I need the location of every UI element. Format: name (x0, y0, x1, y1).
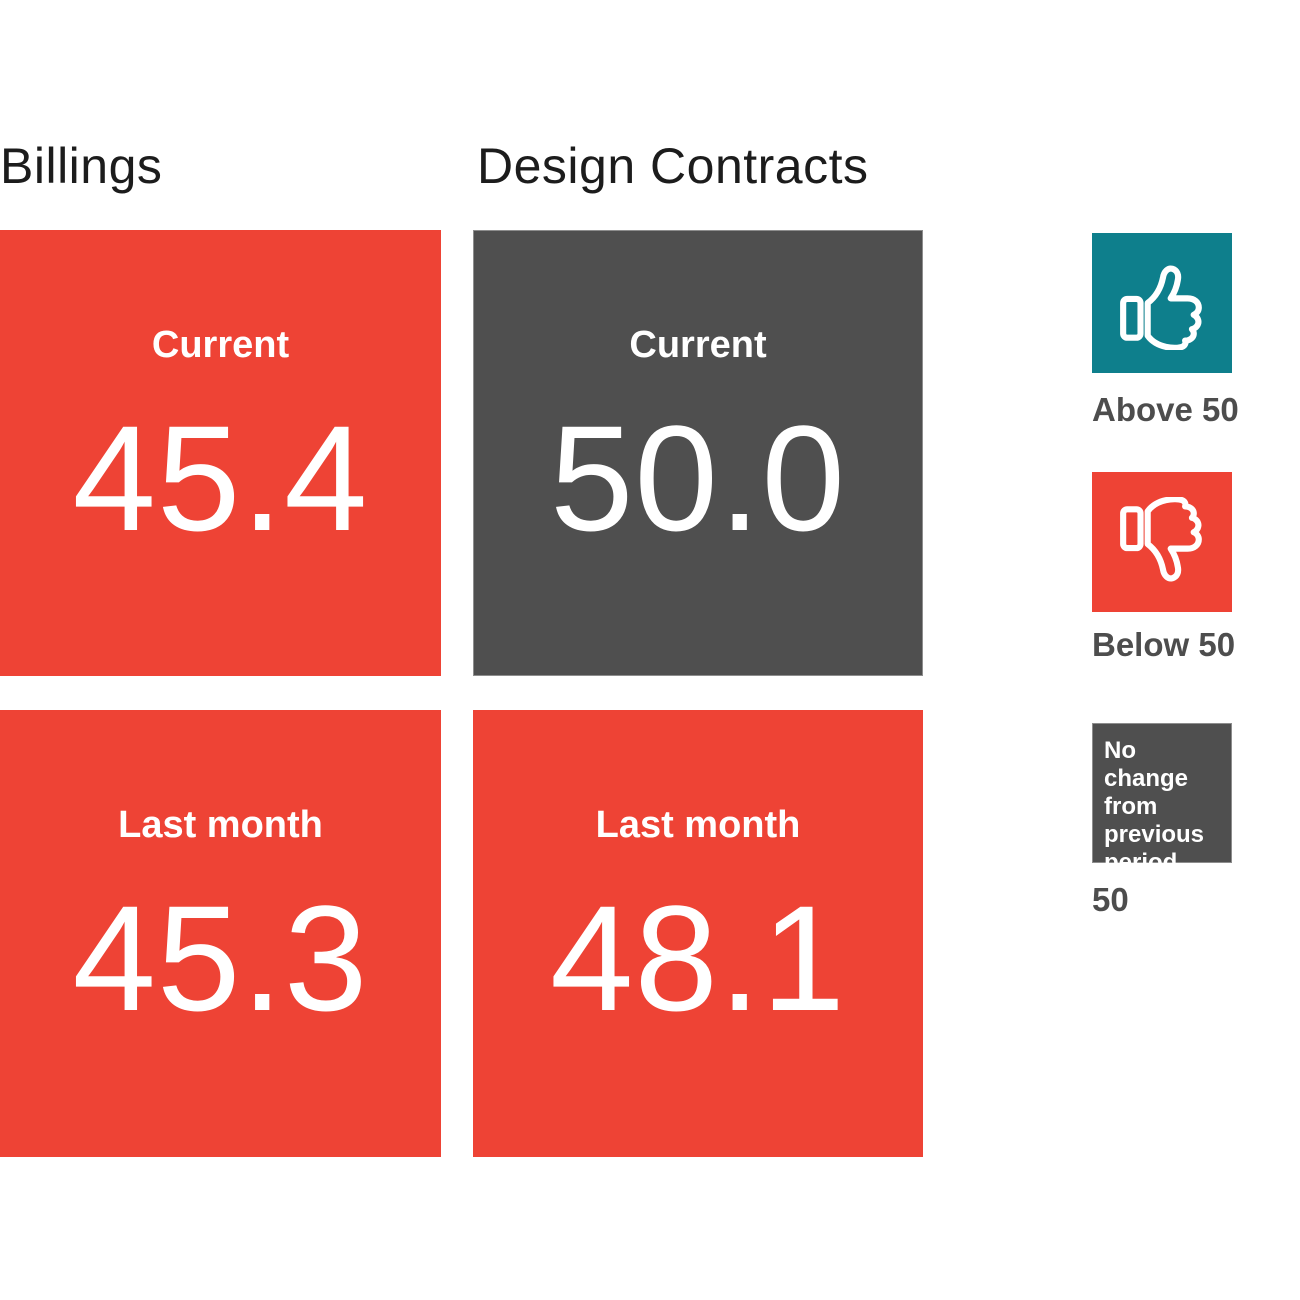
tile-period-label: Last month (595, 804, 801, 846)
column-title-design-contracts: Design Contracts (477, 138, 869, 194)
legend-label-above-50: Above 50 (1092, 391, 1239, 428)
tile-billings-last-month: Last month 45.3 (0, 710, 441, 1157)
tile-value: 50.0 (550, 394, 846, 562)
tile-period-label: Last month (118, 804, 323, 846)
thumbs-down-icon (1120, 497, 1202, 582)
thumbs-up-icon (1120, 265, 1202, 350)
tile-billings-current: Current 45.4 (0, 230, 441, 676)
legend-swatch-above-50 (1092, 233, 1232, 373)
tile-value: 48.1 (550, 874, 846, 1042)
legend-label-50: 50 (1092, 881, 1129, 918)
tile-period-label: Current (629, 324, 767, 366)
tile-design-contracts-current: Current 50.0 (473, 230, 923, 676)
legend-swatch-below-50 (1092, 472, 1232, 612)
column-title-billings: Billings (0, 138, 163, 194)
tile-value: 45.3 (72, 874, 369, 1042)
legend-no-change-text: No change from previous period (1104, 737, 1205, 876)
tile-design-contracts-last-month: Last month 48.1 (473, 710, 923, 1157)
legend-label-below-50: Below 50 (1092, 626, 1236, 663)
tile-period-label: Current (151, 324, 290, 366)
legend-swatch-no-change: No change from previous period (1092, 723, 1232, 876)
tile-value: 45.4 (72, 394, 369, 562)
